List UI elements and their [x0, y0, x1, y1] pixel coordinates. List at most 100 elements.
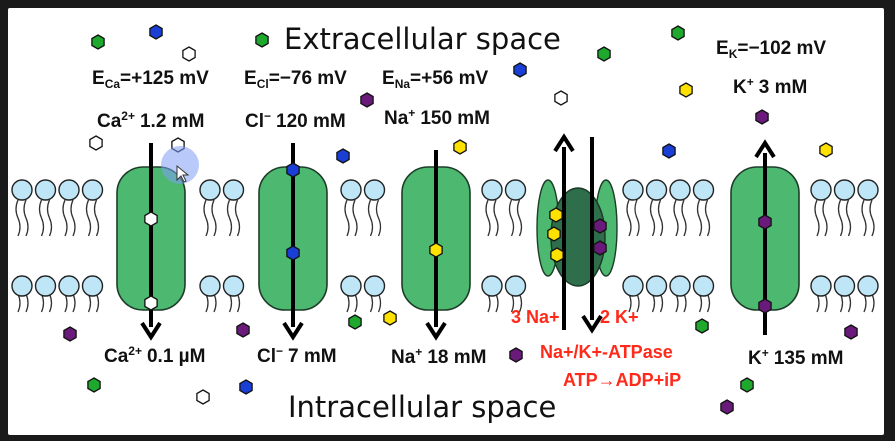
lipid-tail [344, 199, 350, 237]
flux-arrow-up-icon [553, 133, 575, 153]
free-ion [819, 142, 833, 158]
na-inside-concentration: Na+ 18 mM [391, 345, 486, 368]
free-ion [513, 62, 527, 78]
free-ion [255, 32, 269, 48]
channels-layer [116, 133, 800, 341]
lipid-tail [493, 199, 499, 237]
cl-ion [286, 245, 300, 261]
lipid-tail [485, 199, 491, 237]
lipid-head [857, 179, 879, 201]
lipid-tail [869, 199, 875, 237]
ca-inside-concentration: Ca2+ 0.1 µM [104, 344, 205, 367]
lipid-head [81, 179, 104, 201]
na-outside-concentration: Na+ 150 mM [384, 106, 490, 129]
k-ion [758, 214, 772, 230]
lipid-tail [375, 199, 382, 237]
lipid-head [669, 275, 691, 297]
lipid-tail [837, 199, 844, 237]
lipid-tail [352, 199, 358, 237]
lipid-tail [70, 199, 76, 237]
pump-k-ion [593, 218, 607, 234]
ca-ion [144, 295, 158, 311]
pump-reaction: ATP→ADP+iP [563, 370, 681, 390]
lipid-tail [15, 199, 21, 237]
free-ion [87, 377, 101, 393]
ca-ion [144, 211, 158, 227]
cl-reversal-potential: ECl=−76 mV [244, 68, 347, 91]
free-ion [196, 389, 210, 405]
free-ion [182, 46, 196, 62]
flux-arrow-down-icon [282, 321, 304, 341]
pump-na-label: 3 Na+ [511, 307, 560, 327]
lipid-tail [367, 199, 374, 237]
k-ion [758, 298, 772, 314]
free-ion [720, 399, 734, 415]
lipid-tail [704, 199, 711, 237]
lipid-head [34, 275, 57, 297]
free-ion [755, 109, 769, 125]
free-ion [236, 322, 250, 338]
free-ion [91, 34, 105, 50]
lipid-head [340, 275, 362, 297]
lipid-tail [845, 199, 852, 237]
pump-na-ion [550, 247, 564, 263]
lipid-head [58, 179, 80, 201]
lipid-bilayer [11, 179, 879, 313]
mouse-pointer-icon [176, 164, 190, 183]
flux-arrow-down-icon [425, 321, 447, 341]
lipid-head [833, 179, 856, 201]
lipid-tail [814, 199, 820, 237]
pump-na-ion [549, 207, 563, 223]
free-ion [844, 324, 858, 340]
ca-outside-concentration: Ca2+ 1.2 mM [97, 109, 204, 132]
cl-outside-concentration: Cl− 120 mM [245, 109, 346, 132]
free-ion [679, 82, 693, 98]
cl-ion [286, 162, 300, 178]
lipid-tail [657, 199, 664, 237]
lipid-head [11, 179, 33, 201]
lipid-tail [234, 199, 241, 237]
lipid-head [645, 275, 668, 297]
free-ion [453, 139, 467, 155]
lipid-tail [46, 199, 53, 237]
free-ion [348, 314, 362, 330]
free-ion [149, 24, 163, 40]
na-reversal-potential: ENa=+56 mV [382, 68, 489, 91]
lipid-head [810, 275, 832, 297]
lipid-tail [62, 199, 68, 237]
free-ion [63, 326, 77, 342]
lipid-tail [681, 199, 687, 237]
lipid-head [622, 179, 644, 201]
intracellular-label: Intracellular space [288, 390, 556, 424]
lipid-head [199, 179, 221, 201]
lipid-tail [649, 199, 656, 237]
pump-k-ion [593, 240, 607, 256]
free-ion [740, 377, 754, 393]
lipid-head [222, 179, 245, 201]
pump-na-ion [547, 226, 561, 242]
lipid-head [340, 179, 362, 201]
lipid-head [363, 179, 386, 201]
free-ion [662, 143, 676, 159]
k-reversal-potential: EK=−102 mV [716, 38, 826, 61]
lipid-head [199, 275, 221, 297]
lipid-tail [508, 199, 515, 237]
lipid-head [222, 275, 245, 297]
lipid-tail [38, 199, 45, 237]
lipid-head [34, 179, 57, 201]
cursor-highlight [161, 146, 199, 184]
ca-reversal-potential: ECa=+125 mV [92, 68, 209, 91]
lipid-tail [516, 199, 523, 237]
lipid-head [692, 179, 715, 201]
lipid-head [81, 275, 104, 297]
pump-name: Na+/K+-ATPase [540, 342, 673, 362]
lipid-tail [861, 199, 867, 237]
flux-arrow-down-icon [140, 321, 162, 341]
flux-arrow-up-icon [754, 139, 776, 159]
lipid-head [645, 179, 668, 201]
lipid-tail [822, 199, 828, 237]
free-ion [89, 135, 103, 151]
lipid-tail [673, 199, 679, 237]
